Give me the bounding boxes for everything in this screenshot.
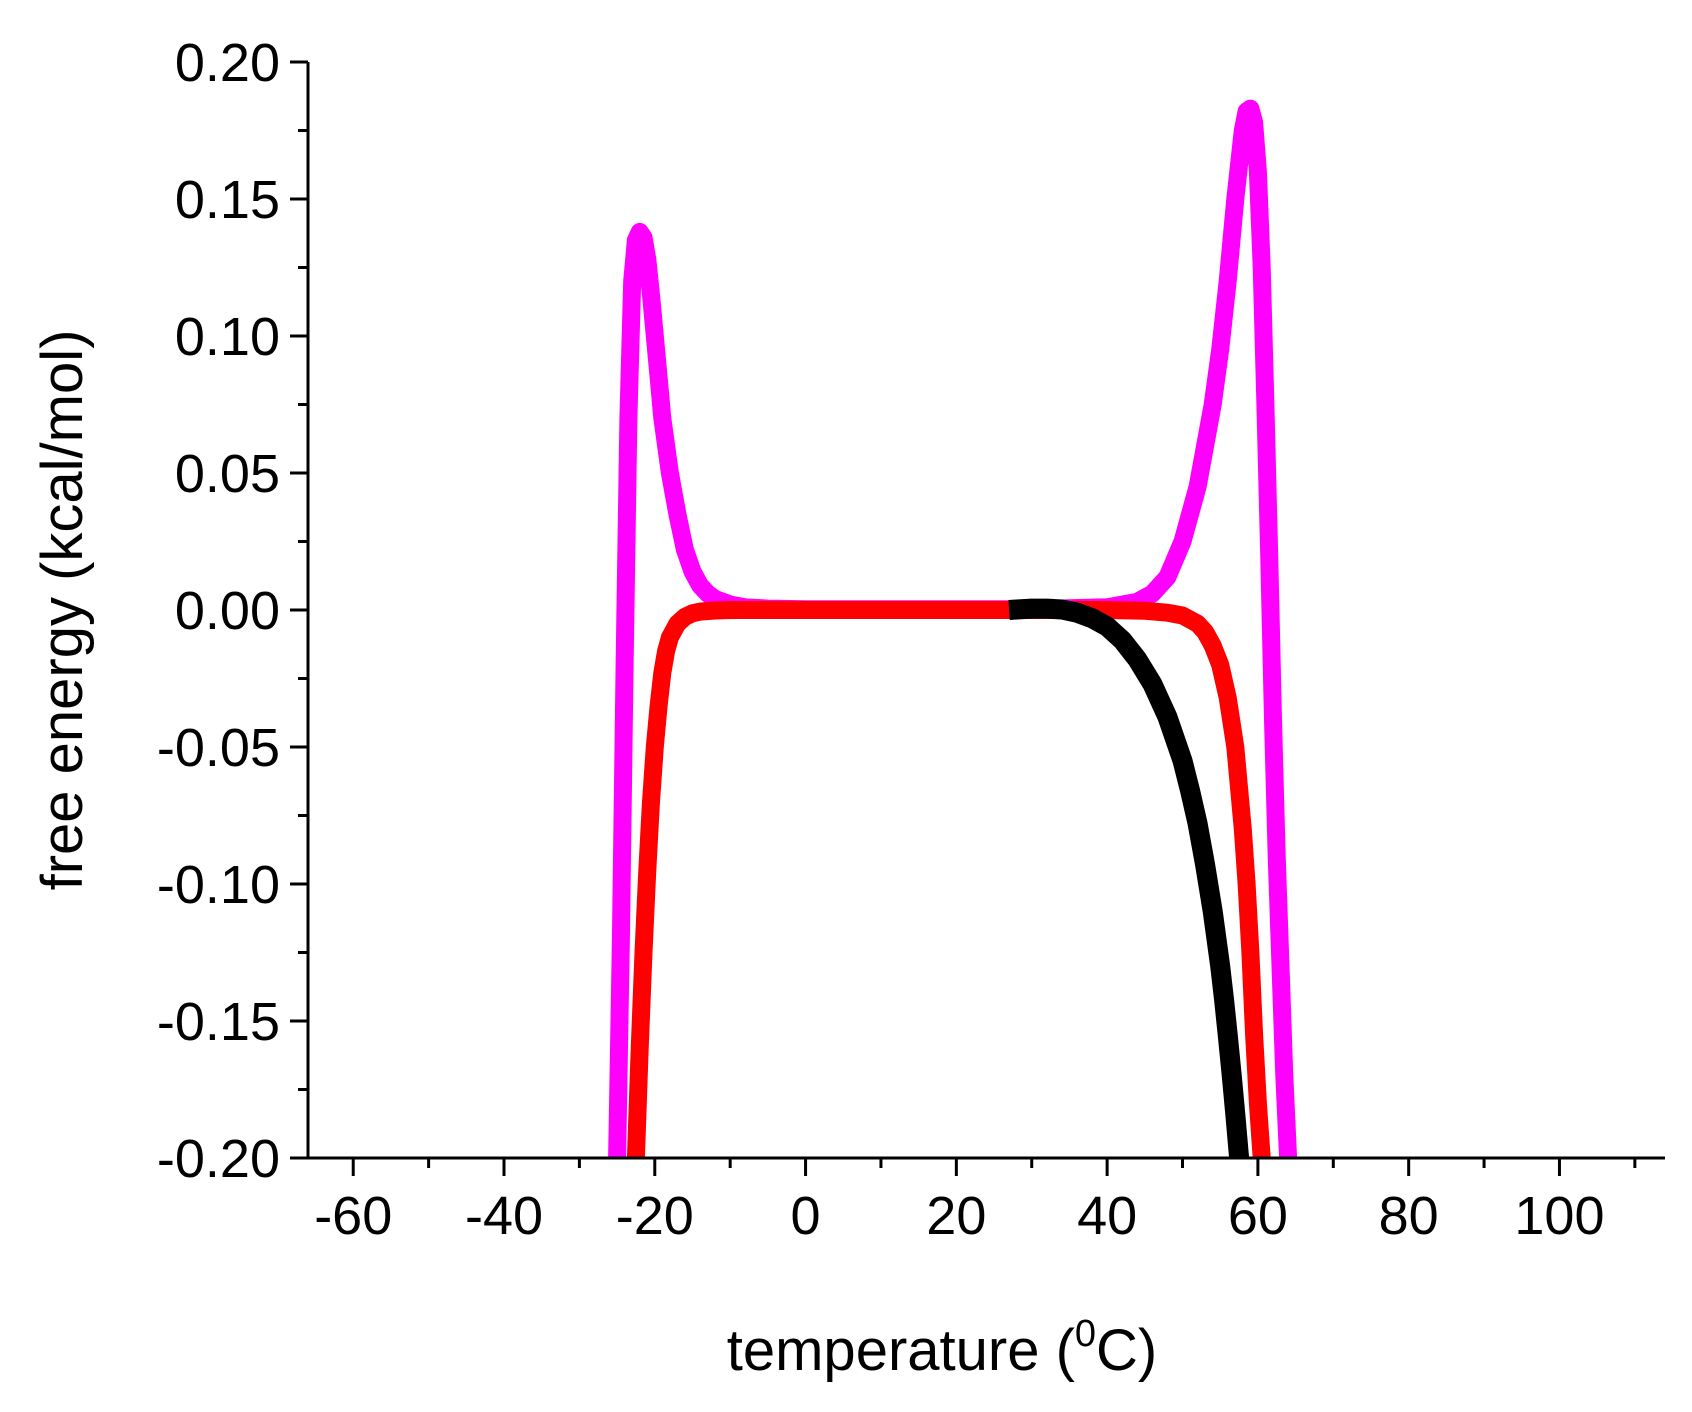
x-axis-title-superscript: 0 — [1075, 1313, 1096, 1355]
y-axis-title: free energy (kcal/mol) — [30, 330, 95, 891]
x-tick-label: 80 — [1379, 1186, 1439, 1246]
series-line-magenta-curve — [608, 99, 1298, 1158]
y-tick-label: -0.10 — [157, 855, 280, 915]
ticks-layer — [290, 60, 1637, 1176]
y-tick-label: -0.20 — [157, 1129, 280, 1189]
x-axis-title-main: temperature ( — [727, 1318, 1075, 1383]
series-layer — [608, 99, 1298, 1158]
x-tick-label: -20 — [616, 1186, 694, 1246]
x-tick-label: -40 — [465, 1186, 543, 1246]
series-line-black-curve — [1006, 598, 1250, 1158]
x-tick-label: 60 — [1228, 1186, 1288, 1246]
labels-layer: -60 -40 -20 0 20 40 60 80 100 -0.20 -0.15 -0.10 -0.0… — [157, 33, 1605, 1246]
x-tick-label: -60 — [314, 1186, 392, 1246]
x-tick-label: 40 — [1077, 1186, 1137, 1246]
y-tick-label: 0.00 — [175, 581, 280, 641]
x-axis-title-suffix: C) — [1096, 1318, 1157, 1383]
y-tick-label: -0.15 — [157, 992, 280, 1052]
x-tick-label: 0 — [791, 1186, 821, 1246]
x-tick-label: 20 — [926, 1186, 986, 1246]
y-tick-label: 0.10 — [175, 307, 280, 367]
series-line-red-curve — [626, 601, 1271, 1158]
x-axis-title: temperature (0C) — [727, 1313, 1158, 1383]
y-tick-label: 0.15 — [175, 170, 280, 230]
x-tick-label: 100 — [1514, 1186, 1604, 1246]
y-tick-label: 0.20 — [175, 33, 280, 93]
y-tick-label: 0.05 — [175, 444, 280, 504]
y-tick-label: -0.05 — [157, 718, 280, 778]
